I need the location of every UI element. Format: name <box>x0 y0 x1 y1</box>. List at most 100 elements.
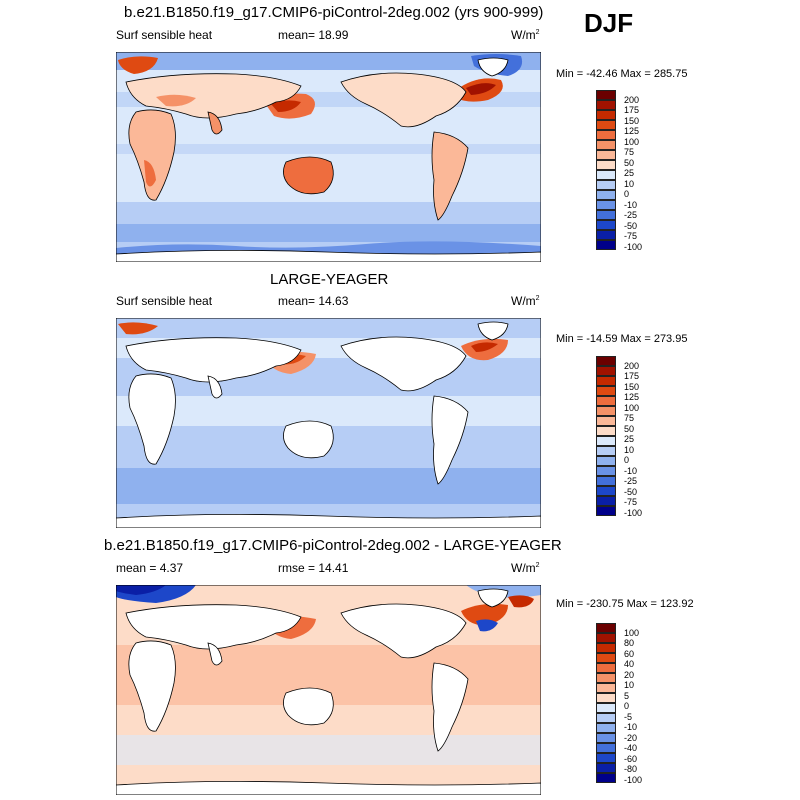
colorbar-tick-label: -5 <box>624 711 633 722</box>
colorbar-swatch <box>596 632 616 643</box>
colorbar-swatch <box>596 485 616 496</box>
panel-2-variable-label: Surf sensible heat <box>116 294 213 308</box>
colorbar-swatch <box>596 495 616 506</box>
colorbar-swatch <box>596 712 616 723</box>
colorbar-tick-label: 10 <box>624 444 635 455</box>
panel-3-minmax: Min = -230.75 Max = 123.92 <box>556 598 694 610</box>
colorbar-tick-label: -60 <box>624 753 638 764</box>
colorbar-tick-label: 75 <box>624 413 635 423</box>
colorbar-swatch <box>596 199 616 210</box>
colorbar-swatch <box>596 722 616 733</box>
colorbar-swatch <box>596 772 616 783</box>
colorbar-tick-label: 25 <box>624 168 635 178</box>
colorbar-tick-label: -20 <box>624 732 638 743</box>
colorbar-swatch <box>596 405 616 416</box>
colorbar-tick-label: 60 <box>624 648 635 659</box>
colorbar-swatch <box>596 395 616 406</box>
colorbar-tick-label: 100 <box>624 627 640 638</box>
colorbar-swatch <box>596 179 616 190</box>
colorbar-tick-label: 0 <box>624 455 630 465</box>
panel-1-colorbar <box>596 89 616 250</box>
colorbar-swatch <box>596 732 616 743</box>
colorbar-swatch <box>596 99 616 110</box>
colorbar-swatch <box>596 149 616 160</box>
colorbar-swatch <box>596 435 616 446</box>
colorbar-swatch <box>596 505 616 516</box>
colorbar-swatch <box>596 119 616 130</box>
colorbar-swatch <box>596 169 616 180</box>
colorbar-swatch <box>596 652 616 663</box>
colorbar-tick-label: 175 <box>624 105 640 115</box>
panel-3-title: b.e21.B1850.f19_g17.CMIP6-piControl-2deg… <box>104 537 562 554</box>
colorbar-swatch <box>596 475 616 486</box>
colorbar-tick-label: 125 <box>624 392 640 402</box>
colorbar-tick-label: 75 <box>624 147 635 157</box>
colorbar-tick-label: 150 <box>624 115 640 126</box>
colorbar-swatch <box>596 365 616 376</box>
colorbar-swatch <box>596 239 616 250</box>
panel-1-units: W/m2 <box>511 28 540 42</box>
colorbar-swatch <box>596 702 616 713</box>
colorbar-swatch <box>596 385 616 396</box>
panel-1-map <box>116 52 541 262</box>
colorbar-swatch <box>596 159 616 170</box>
colorbar-tick-label: 125 <box>624 126 640 136</box>
colorbar-swatch <box>596 642 616 653</box>
colorbar-swatch <box>596 229 616 240</box>
colorbar-tick-label: -50 <box>624 220 638 231</box>
colorbar-tick-label: -75 <box>624 497 638 507</box>
colorbar-swatch <box>596 425 616 436</box>
panel-2-minmax: Min = -14.59 Max = 273.95 <box>556 333 688 345</box>
colorbar-swatch <box>596 129 616 140</box>
colorbar-tick-label: 200 <box>624 360 640 371</box>
colorbar-swatch <box>596 209 616 220</box>
colorbar-tick-label: -40 <box>624 743 638 753</box>
panel-1-mean-label: mean= 18.99 <box>278 28 349 42</box>
colorbar-swatch <box>596 762 616 773</box>
colorbar-tick-label: 150 <box>624 381 640 392</box>
colorbar-tick-label: 5 <box>624 690 630 701</box>
colorbar-swatch <box>596 455 616 466</box>
colorbar-tick-label: -75 <box>624 231 638 241</box>
colorbar-tick-label: -10 <box>624 199 638 210</box>
colorbar-swatch <box>596 445 616 456</box>
colorbar-swatch <box>596 109 616 120</box>
colorbar-tick-label: 100 <box>624 402 640 413</box>
colorbar-tick-label: -80 <box>624 764 638 774</box>
colorbar-tick-label: 50 <box>624 157 635 168</box>
colorbar-swatch <box>596 752 616 763</box>
colorbar-tick-label: 20 <box>624 669 635 680</box>
colorbar-swatch <box>596 465 616 476</box>
colorbar-swatch <box>596 415 616 426</box>
colorbar-swatch <box>596 375 616 386</box>
panel-3-map <box>116 585 541 795</box>
panel-2-colorbar <box>596 355 616 516</box>
panel-2-title: LARGE-YEAGER <box>270 271 389 288</box>
panel-3-colorbar <box>596 622 616 783</box>
colorbar-tick-label: -50 <box>624 486 638 497</box>
colorbar-swatch <box>596 139 616 150</box>
panel-1-variable-label: Surf sensible heat <box>116 28 213 42</box>
colorbar-swatch <box>596 219 616 230</box>
colorbar-tick-label: 10 <box>624 680 635 690</box>
colorbar-tick-label: -25 <box>624 210 638 220</box>
panel-2-map <box>116 318 541 528</box>
colorbar-tick-label: -10 <box>624 722 638 732</box>
colorbar-swatch <box>596 189 616 200</box>
colorbar-tick-label: -100 <box>624 774 643 785</box>
panel-1-title: b.e21.B1850.f19_g17.CMIP6-piControl-2deg… <box>124 4 544 21</box>
colorbar-tick-label: -100 <box>624 241 643 252</box>
panel-3-mean-label: mean = 4.37 <box>116 561 184 575</box>
panel-2-units: W/m2 <box>511 294 540 308</box>
colorbar-tick-label: -10 <box>624 465 638 476</box>
colorbar-swatch <box>596 682 616 693</box>
colorbar-swatch <box>596 672 616 683</box>
panel-3-units: W/m2 <box>511 561 540 575</box>
season-label: DJF <box>584 8 634 38</box>
colorbar-tick-label: -25 <box>624 476 638 486</box>
colorbar-tick-label: 80 <box>624 638 635 648</box>
colorbar-tick-label: 175 <box>624 371 640 381</box>
colorbar-swatch <box>596 742 616 753</box>
colorbar-swatch <box>596 355 616 366</box>
colorbar-tick-label: -100 <box>624 507 643 518</box>
